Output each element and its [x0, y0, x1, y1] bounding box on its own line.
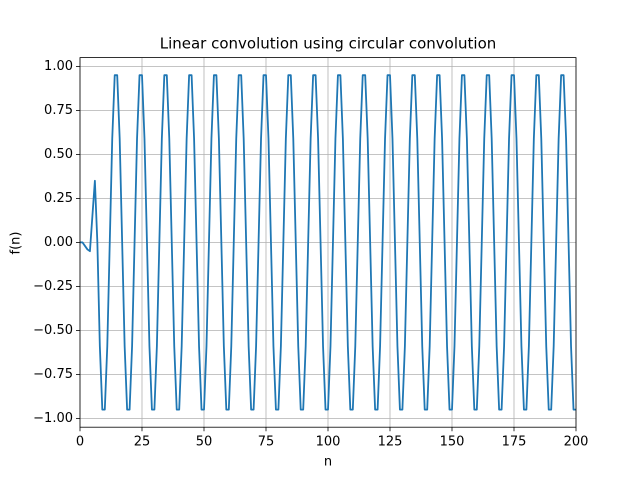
y-tick-label: 0.25 [44, 191, 73, 206]
chart-title: Linear convolution using circular convol… [160, 35, 497, 53]
x-tick-label: 75 [258, 435, 275, 450]
plot-frame [79, 57, 577, 428]
x-tick-label: 0 [76, 435, 84, 450]
x-tick-label: 50 [196, 435, 213, 450]
y-tick-label: −0.25 [33, 279, 73, 294]
y-tick-label: −0.75 [33, 367, 73, 382]
y-tick-label: 1.00 [44, 59, 73, 74]
line-series [80, 74, 576, 411]
y-tick-label: 0.75 [44, 103, 73, 118]
x-tick-label: 100 [316, 435, 341, 450]
y-axis-label: f(n) [9, 232, 24, 255]
x-tick-label: 150 [440, 435, 465, 450]
x-tick-label: 175 [502, 435, 527, 450]
y-tick-label: −1.00 [33, 411, 73, 426]
x-axis-label: n [324, 455, 332, 470]
x-tick-label: 25 [134, 435, 151, 450]
y-tick-label: 0.00 [44, 235, 73, 250]
y-tick-label: 0.50 [44, 147, 73, 162]
x-tick-label: 200 [564, 435, 589, 450]
y-tick-label: −0.50 [33, 323, 73, 338]
x-tick-label: 125 [378, 435, 403, 450]
